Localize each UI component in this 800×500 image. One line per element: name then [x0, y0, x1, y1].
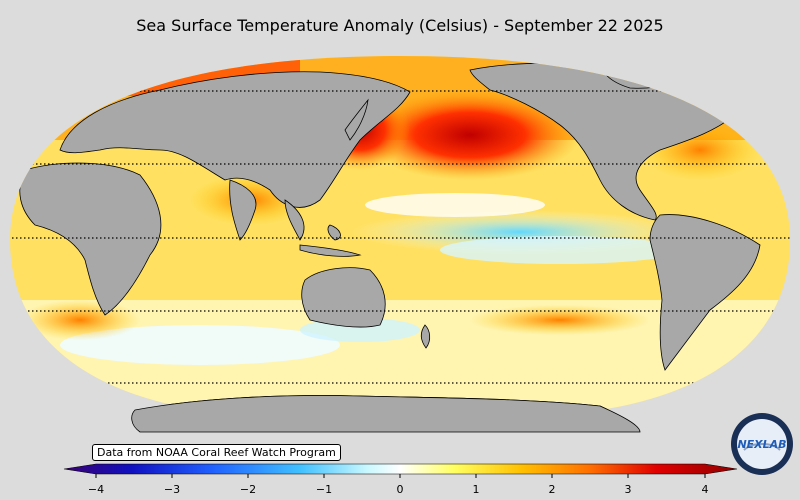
colorbar-tick: −4 — [87, 483, 105, 496]
antarctica — [131, 395, 641, 433]
colorbar-tick: 4 — [701, 483, 709, 496]
data-credit-label: Data from NOAA Coral Reef Watch Program — [92, 444, 341, 461]
colorbar-tick: 3 — [624, 483, 632, 496]
nexlab-logo: NEXLAB — [730, 412, 794, 476]
colorbar-tick: 1 — [472, 483, 480, 496]
colorbar-tick: −3 — [163, 483, 181, 496]
colorbar — [63, 463, 738, 478]
logo-text: NEXLAB — [737, 438, 786, 451]
colorbar-tick: 0 — [396, 483, 404, 496]
map-title: Sea Surface Temperature Anomaly (Celsius… — [136, 16, 664, 35]
colorbar-tick: −2 — [239, 483, 257, 496]
sst-anomaly-field — [10, 56, 790, 410]
colorbar-tick: 2 — [548, 483, 556, 496]
colorbar-tick: −1 — [315, 483, 333, 496]
